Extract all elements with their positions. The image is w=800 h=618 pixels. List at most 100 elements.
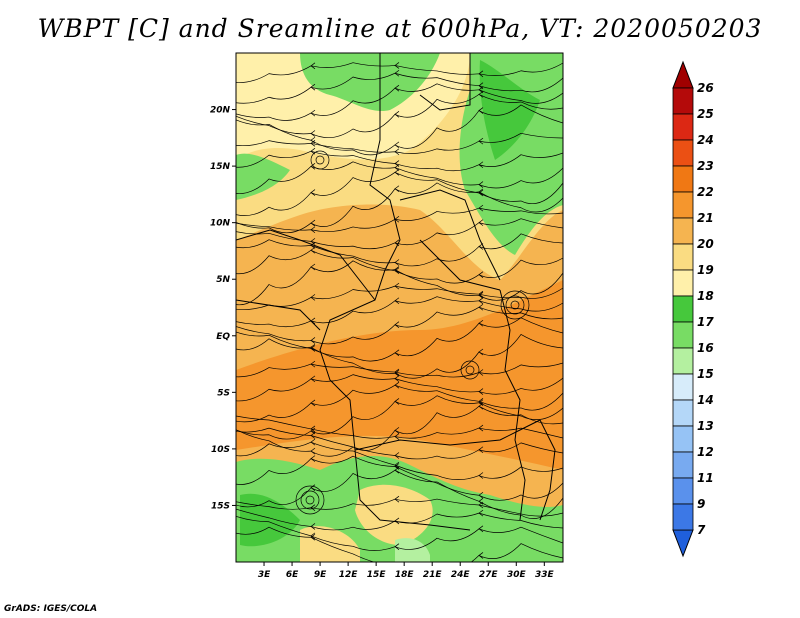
streamline-arrow	[394, 466, 400, 474]
streamline-arrow	[478, 472, 484, 479]
streamline-vortex	[460, 360, 480, 380]
field-lightgreen-south	[395, 538, 430, 562]
streamline-arrow	[478, 86, 484, 94]
streamline-arrow	[478, 348, 484, 356]
streamline-arrow	[394, 433, 400, 440]
streamline-arrow	[394, 267, 400, 275]
streamline-arrow	[310, 189, 316, 196]
streamline-arrow	[394, 141, 400, 149]
streamline-arrow	[394, 297, 400, 305]
lon-tick-label: 33E	[535, 570, 555, 580]
streamline-arrow	[310, 163, 316, 170]
streamline-arrow	[310, 533, 316, 541]
lon-tick-label: 30E	[507, 570, 527, 580]
wbpt-field	[236, 53, 563, 569]
lat-tick-label: EQ	[216, 332, 230, 342]
streamline-arrow	[478, 446, 484, 454]
streamlines	[236, 62, 563, 569]
streamline-arrow	[310, 523, 316, 530]
streamline-arrow	[394, 84, 400, 92]
streamline-arrow	[394, 543, 400, 550]
map-frame	[235, 52, 564, 563]
colorbar-label: 13	[697, 419, 714, 433]
colorbar-swatch	[672, 373, 694, 401]
colorbar-swatch	[672, 113, 694, 141]
colorbar-swatch	[672, 295, 694, 323]
streamline-arrow	[478, 402, 484, 410]
streamline-arrow	[310, 219, 316, 227]
streamline-arrow	[310, 83, 316, 91]
colorbar-swatch	[672, 269, 694, 297]
streamline-arrow	[478, 509, 484, 517]
streamline-arrow	[478, 137, 484, 145]
streamline-arrow	[394, 62, 400, 69]
streamline-arrow	[394, 369, 400, 377]
field-pale-south	[355, 484, 433, 545]
streamline-arrow	[310, 399, 316, 407]
streamline-arrow	[394, 381, 400, 389]
streamline-vortex	[465, 365, 475, 375]
streamline-arrow	[310, 136, 316, 144]
streamline-arrow	[310, 140, 316, 147]
streamline-arrow	[478, 552, 484, 559]
streamline-arrow	[310, 438, 316, 446]
colorbar-high-arrow	[672, 60, 694, 89]
streamline-arrow	[310, 425, 316, 433]
streamline-arrow	[394, 164, 400, 171]
streamline	[236, 526, 563, 562]
streamline-vortex	[310, 150, 330, 170]
streamline-arrow	[394, 321, 400, 328]
streamline-arrow	[478, 271, 484, 278]
streamline-arrow	[478, 424, 484, 432]
colorbar-label: 23	[697, 159, 714, 173]
streamline-arrow	[394, 259, 400, 266]
streamline-arrow	[394, 282, 400, 290]
streamline-arrow	[478, 70, 484, 78]
streamline-arrow	[478, 292, 484, 299]
streamline-arrow	[310, 226, 316, 234]
streamline-arrow	[394, 266, 400, 273]
colorbar-label: 7	[697, 523, 706, 537]
lon-tick-label: 9E	[314, 570, 327, 580]
streamline-arrow	[310, 375, 316, 383]
colorbar-swatch	[672, 165, 694, 193]
lat-tick-label: 15N	[210, 162, 231, 172]
lon-tick-label: 15E	[367, 570, 387, 580]
streamline-arrow	[395, 563, 399, 569]
streamline-arrow	[310, 447, 316, 455]
streamline-arrow	[310, 62, 316, 70]
colorbar-label: 18	[697, 289, 714, 303]
streamline-arrow	[478, 188, 484, 196]
colorbar-label: 17	[697, 315, 714, 329]
colorbar-swatch	[672, 477, 694, 505]
map-title: WBPT [C] and Sreamline at 600hPa, VT: 20…	[37, 14, 763, 43]
lon-tick-label: 21E	[423, 570, 443, 580]
lat-tick-label: 5N	[216, 275, 230, 285]
streamline-arrow	[310, 432, 316, 439]
colorbar-swatch	[672, 425, 694, 453]
streamline-arrow	[394, 375, 400, 382]
streamline-arrow	[478, 91, 484, 98]
streamline-arrow	[478, 243, 484, 250]
streamline-arrow	[310, 242, 316, 249]
field-warm-belt	[236, 280, 563, 470]
streamline-arrow	[478, 303, 484, 311]
colorbar-swatch	[672, 451, 694, 479]
streamline-vortex	[505, 295, 525, 315]
longitude-axis: 3E 6E 9E 12E 15E 18E 21E 24E 27E 30E 33E	[258, 562, 555, 580]
streamline-arrow	[394, 349, 400, 357]
streamline-arrow	[478, 189, 484, 197]
colorbar-label: 12	[697, 445, 714, 459]
streamline-arrow	[478, 219, 484, 226]
streamline-arrow	[310, 263, 316, 271]
colorbar: 26 25 24 23 22 21 20 19 18 17 16 15 14 13 12 11 9 7	[672, 60, 714, 558]
streamline-arrow	[478, 491, 484, 499]
streamline-arrow	[478, 204, 484, 212]
streamline-arrow	[478, 399, 484, 406]
field-pale-south-2	[300, 526, 360, 562]
streamline-arrow	[310, 532, 316, 540]
colorbar-swatch	[672, 503, 694, 531]
lat-tick-label: 15S	[211, 501, 230, 511]
streamline-arrow	[310, 294, 316, 301]
streamline-arrow	[394, 495, 400, 503]
